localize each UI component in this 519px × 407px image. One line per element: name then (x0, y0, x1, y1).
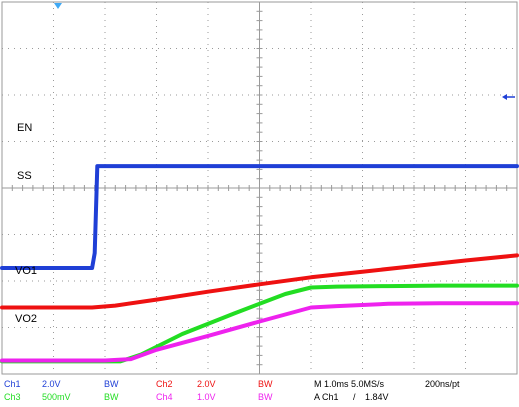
timebase-readout: M 1.0ms 5.0MS/s (314, 379, 385, 389)
bw-indicator-ch2: BW (258, 379, 273, 389)
resolution-readout: 200ns/pt (425, 379, 460, 389)
graticule (1, 1, 518, 375)
trace-ss (0, 253, 519, 310)
trigger-source: A Ch1 (314, 392, 339, 402)
bw-indicator-ch4: BW (258, 392, 273, 402)
ch2-scale: 2.0V (197, 379, 216, 389)
trace-label-ss: SS (17, 170, 32, 182)
trace-label-en: EN (17, 122, 32, 134)
ch4-scale: 1.0V (197, 392, 216, 402)
ch1-label: Ch1 (4, 379, 21, 389)
bw-indicator-ch1: BW (104, 379, 119, 389)
ch2-label: Ch2 (156, 379, 173, 389)
trigger-level-arrow (502, 94, 515, 100)
trace-vo2 (0, 301, 519, 363)
trace-label-vo1: VO1 (15, 265, 37, 277)
waveforms (0, 164, 519, 364)
trigger-position-marker (54, 3, 62, 9)
trace-en (0, 164, 519, 270)
ch3-scale: 500mV (42, 392, 71, 402)
ch3-label: Ch3 (4, 392, 21, 402)
ch1-scale: 2.0V (42, 379, 61, 389)
trigger-slope: / (353, 392, 356, 402)
ch4-label: Ch4 (156, 392, 173, 402)
trigger-level: 1.84V (365, 392, 389, 402)
trace-label-vo2: VO2 (15, 313, 37, 325)
status-bar: Ch1 2.0V BW Ch2 2.0V BW M 1.0ms 5.0MS/s … (4, 379, 460, 402)
bw-indicator-ch3: BW (104, 392, 119, 402)
